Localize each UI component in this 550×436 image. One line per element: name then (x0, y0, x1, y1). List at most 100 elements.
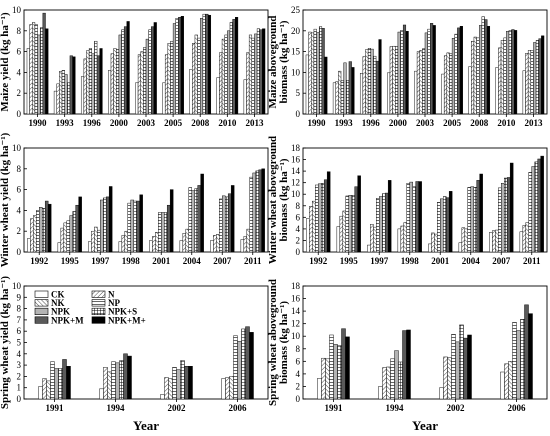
bar-np (66, 220, 70, 253)
y-axis-label-line: Winter wheat aboveground (267, 136, 279, 264)
bar-npk-m- (405, 30, 409, 115)
bar-npk-m- (351, 67, 355, 115)
bar-npk-m- (45, 28, 49, 115)
bar-np (97, 229, 101, 253)
bar-npk-m (463, 337, 468, 400)
bar-npk-s (121, 29, 125, 115)
bar-ck (27, 238, 31, 253)
bar-np (61, 70, 65, 115)
bar-npk-m (258, 169, 262, 253)
bar-nk (185, 228, 190, 253)
bar-nk (527, 50, 532, 115)
bar-np (188, 187, 192, 253)
bar-ck (99, 388, 104, 400)
legend-label: NPK+M (51, 315, 84, 325)
bar-ck (135, 82, 139, 115)
bar-npk-s (39, 27, 44, 115)
bar-np (111, 361, 116, 400)
bar-n (83, 58, 87, 115)
bar-npk-m- (78, 196, 82, 253)
bar-npk-m- (528, 313, 533, 400)
bar-npk-s (398, 361, 403, 400)
bar-np (88, 48, 93, 115)
bar-np (143, 47, 147, 115)
bar-npk-m- (180, 16, 184, 115)
bar-npk-s (351, 195, 355, 253)
bar-npk-s (381, 193, 386, 253)
bar-npk-s (255, 170, 259, 253)
y-tick-label: 18 (291, 143, 301, 153)
bar-n (471, 40, 475, 115)
bar-nk (113, 48, 117, 115)
bar-ck (243, 79, 247, 115)
y-tick-label: 5 (17, 338, 22, 348)
y-axis-label: Winter wheat aboveground biomass (kg ha⁻¹… (267, 136, 290, 264)
bar-npk-m- (249, 332, 254, 400)
bar-ck (332, 82, 336, 115)
bar-npk (343, 62, 347, 115)
bar-npk-m (323, 179, 328, 253)
bar-ck (336, 226, 341, 253)
y-tick-label: 8 (17, 164, 22, 174)
bar-npk-m- (188, 366, 193, 400)
bar-npk-m (484, 19, 488, 115)
y-tick-label: 4 (296, 224, 301, 234)
x-tick-label: 2013 (524, 118, 543, 128)
bar-npk-s (102, 197, 107, 253)
y-tick-label: 0 (296, 109, 301, 119)
y-tick-label: 4 (17, 205, 22, 215)
bar-npk-s (180, 360, 185, 400)
legend-label: NPK+M+ (108, 315, 146, 325)
bar-npk (516, 330, 521, 400)
legend-swatch (91, 307, 106, 316)
bar-npk (254, 33, 258, 115)
y-tick-label: 25 (291, 5, 301, 15)
plot-frame (302, 285, 548, 400)
bar-npk-s (241, 328, 246, 400)
bar-ck (468, 66, 472, 115)
x-tick-label: 2010 (218, 118, 237, 128)
x-tick-label: 1993 (335, 118, 354, 128)
bar-ck (317, 378, 322, 400)
bar-npk-m (42, 12, 46, 115)
bar-npk-m (476, 180, 480, 253)
bar-npk-m- (72, 56, 76, 115)
bar-n (461, 227, 466, 253)
bar-npk-m- (406, 329, 411, 400)
bar-npk (176, 369, 181, 400)
bar-ck (378, 386, 383, 400)
bar-n (110, 53, 114, 115)
bar-np (503, 37, 507, 115)
y-tick-label: 10 (12, 5, 22, 15)
bar-n (389, 46, 393, 115)
bar-n (443, 55, 448, 115)
bar-npk-s (400, 30, 404, 115)
x-tick-label: 2002 (447, 403, 466, 413)
bar-npk (252, 172, 256, 253)
bar-npk-s (67, 82, 71, 115)
x-tick-label: 1997 (370, 256, 389, 266)
y-tick-label: 6 (17, 185, 22, 195)
bar-npk-m- (47, 203, 52, 253)
x-tick-label: 2001 (152, 256, 171, 266)
bar-ck (305, 54, 309, 115)
bar-n (192, 43, 196, 115)
bar-npk (54, 368, 59, 400)
bar-ck (489, 232, 493, 253)
bar-np (170, 40, 174, 115)
bar-npk-m- (509, 162, 514, 253)
y-tick-label: 16 (291, 155, 301, 165)
bar-npk-m- (486, 25, 491, 115)
x-tick-label: 2007 (492, 256, 511, 266)
bar-npk-s (534, 161, 538, 253)
bar-npk-m (232, 19, 236, 115)
bar-ck (441, 73, 445, 115)
bar-n (103, 367, 108, 400)
bar-npk (145, 38, 149, 115)
bar-n (309, 206, 313, 253)
bar-np (50, 361, 55, 400)
y-axis-label-line: biomass (kg ha⁻¹) (278, 20, 290, 103)
bar-nk (338, 70, 342, 115)
bar-ck (397, 228, 402, 253)
y-axis-label-line: Winter wheat yield (kg ha⁻¹) (0, 132, 11, 267)
